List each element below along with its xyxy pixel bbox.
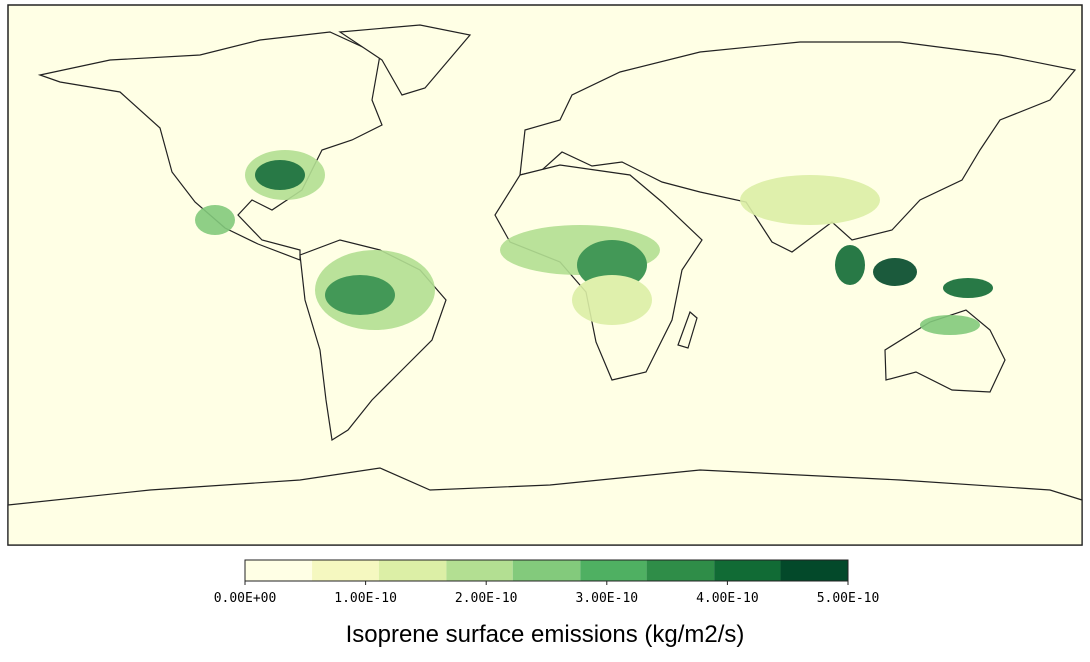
colorbar-tick-label: 4.00E-10 <box>696 591 759 606</box>
greenland <box>338 24 472 96</box>
colorbar-bin <box>780 560 848 581</box>
antarctica <box>7 467 1083 546</box>
map <box>7 4 1083 546</box>
colorbar-tick-label: 2.00E-10 <box>455 591 518 606</box>
emission-region <box>740 175 880 225</box>
colorbar-tick-label: 3.00E-10 <box>575 591 638 606</box>
emission-region <box>255 160 305 190</box>
colorbar-bin <box>446 560 513 581</box>
colorbar-tick-label: 5.00E-10 <box>817 591 880 606</box>
emission-region <box>943 278 993 298</box>
colorbar-bin <box>245 560 313 581</box>
emission-region <box>325 275 395 315</box>
colorbar-bin <box>580 560 647 581</box>
colorbar-bin <box>378 560 447 581</box>
madagascar <box>677 310 698 349</box>
emission-region <box>873 258 917 286</box>
colorbar-bin <box>646 560 715 581</box>
emission-region <box>195 205 235 235</box>
colorbar-tick-label: 0.00E+00 <box>214 591 277 606</box>
colorbar-bin <box>714 560 781 581</box>
emission-fields <box>195 150 993 335</box>
eurasia <box>519 41 1077 253</box>
colorbar-bin <box>512 560 581 581</box>
emission-region <box>572 275 652 325</box>
emission-region <box>920 315 980 335</box>
emission-region <box>577 240 647 290</box>
emission-region <box>835 245 865 285</box>
colorbar-bin <box>312 560 379 581</box>
colorbar-label: Isoprene surface emissions (kg/m2/s) <box>346 621 745 648</box>
colorbar: Isoprene surface emissions (kg/m2/s) 0.0… <box>214 559 880 648</box>
north-america <box>37 31 383 261</box>
colorbar-tick-label: 1.00E-10 <box>334 591 397 606</box>
colorbar-frame <box>244 559 849 582</box>
